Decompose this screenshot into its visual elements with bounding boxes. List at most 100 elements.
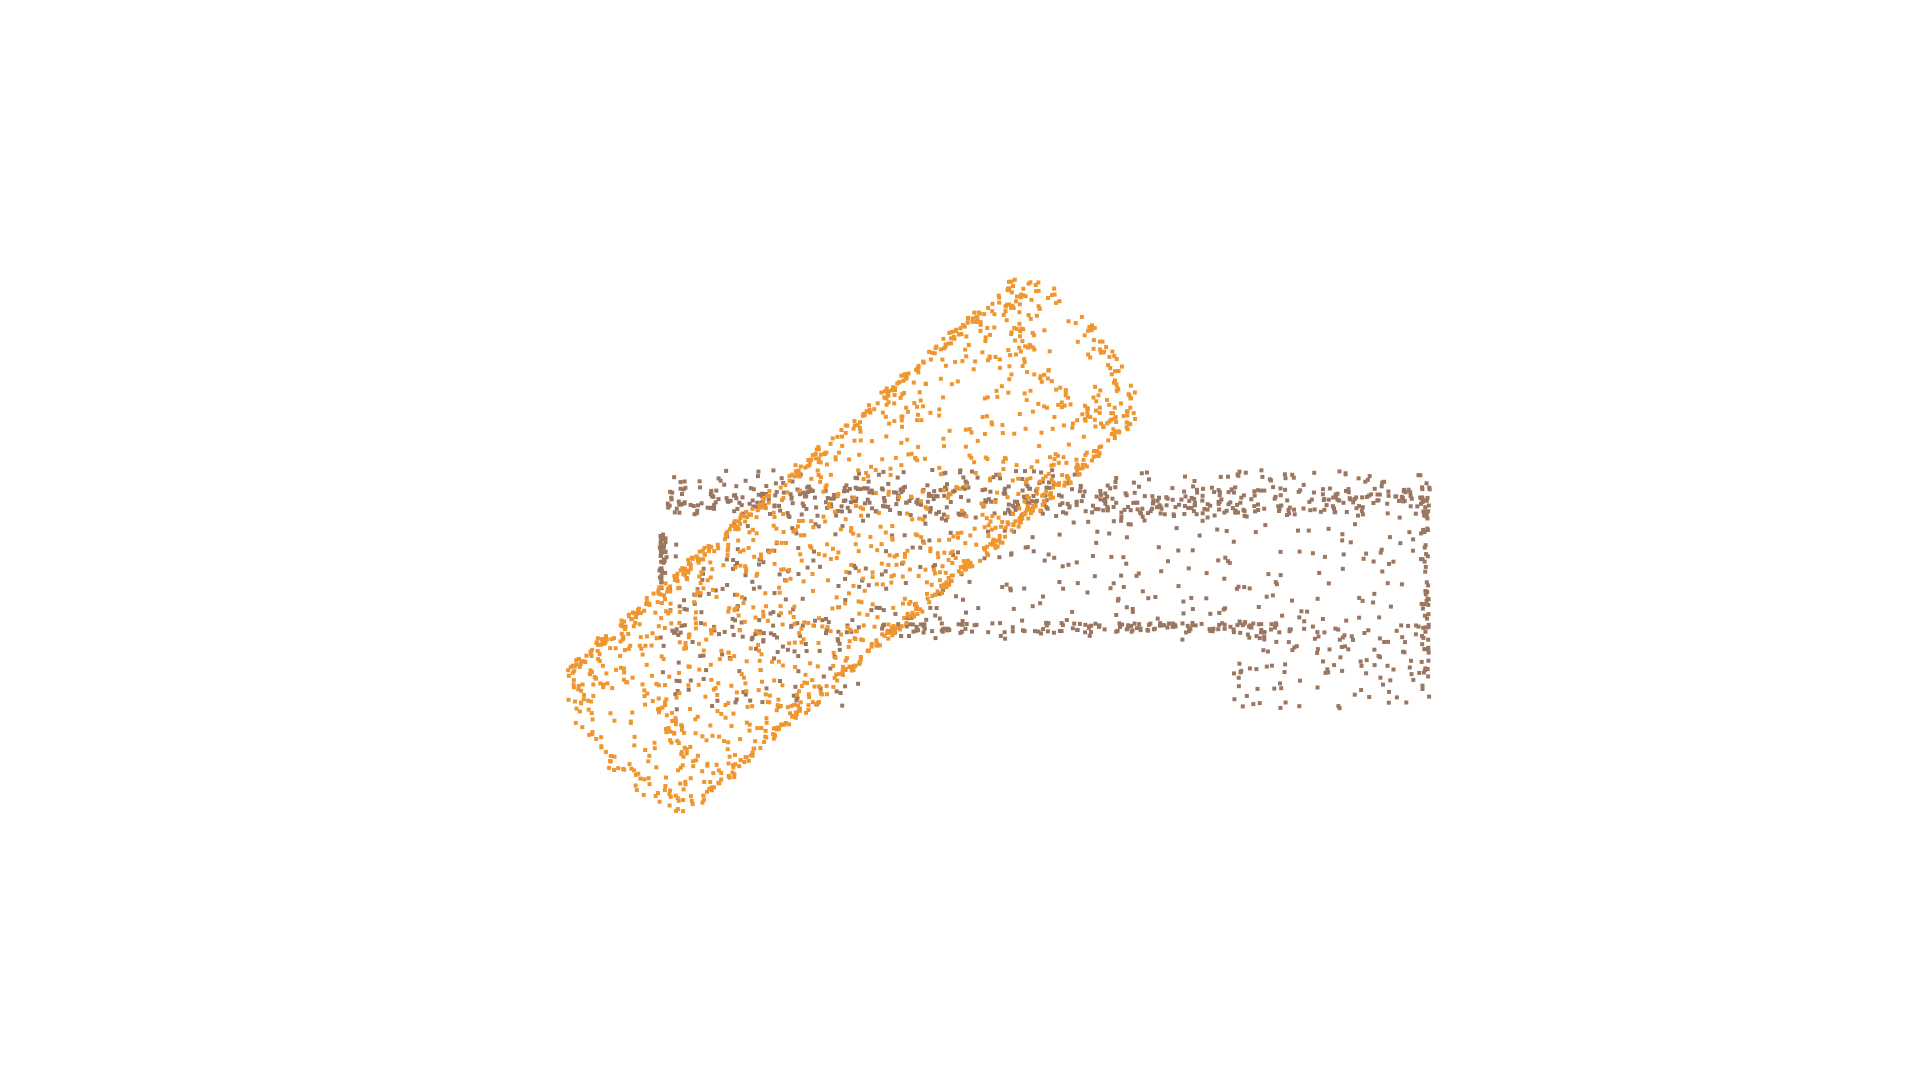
brown-point [745, 524, 750, 529]
brown-point [847, 570, 852, 575]
orange-point [714, 594, 719, 599]
brown-point [1007, 509, 1012, 514]
orange-point [1105, 421, 1110, 426]
orange-point [853, 663, 858, 668]
orange-point [887, 553, 892, 558]
orange-point [624, 680, 629, 685]
orange-point [806, 703, 811, 708]
orange-point [1061, 423, 1066, 428]
orange-point [711, 785, 716, 790]
brown-point [903, 484, 907, 489]
orange-point [579, 688, 584, 693]
brown-point [1287, 505, 1292, 510]
brown-point [1312, 470, 1317, 475]
brown-point [1152, 626, 1157, 631]
brown-point [1232, 490, 1236, 495]
brown-point [1342, 633, 1347, 638]
orange-point [678, 765, 683, 770]
orange-point [825, 625, 830, 630]
orange-point [668, 584, 673, 589]
orange-point [763, 728, 768, 733]
brown-point [976, 606, 981, 611]
brown-point [966, 485, 971, 490]
orange-point [638, 611, 643, 615]
orange-point [963, 483, 968, 488]
orange-point [577, 664, 582, 669]
orange-point [918, 607, 923, 612]
orange-point [1129, 396, 1133, 401]
orange-point [711, 687, 716, 692]
brown-point [777, 572, 782, 577]
brown-point [1132, 621, 1137, 626]
brown-point [821, 674, 826, 679]
brown-point [853, 499, 858, 504]
orange-point [582, 692, 586, 697]
orange-point [610, 686, 615, 691]
orange-point [736, 519, 741, 524]
brown-point [1155, 616, 1160, 621]
brown-point [692, 512, 697, 517]
orange-point [1111, 411, 1115, 416]
orange-point [757, 502, 762, 507]
brown-point [925, 483, 930, 488]
brown-point [1298, 488, 1303, 493]
orange-point [916, 363, 921, 368]
orange-point [1017, 302, 1022, 307]
orange-point [1132, 390, 1137, 395]
orange-point [1093, 384, 1097, 389]
brown-point [724, 468, 729, 473]
brown-point [1327, 486, 1332, 491]
orange-point [852, 419, 857, 424]
orange-point [760, 679, 764, 684]
brown-point [1020, 488, 1025, 493]
brown-point [677, 502, 682, 507]
brown-point [1140, 514, 1145, 519]
orange-point [578, 661, 583, 666]
brown-point [1394, 695, 1399, 700]
brown-point [1070, 487, 1074, 492]
brown-point [1199, 621, 1204, 626]
orange-point [1073, 321, 1078, 326]
orange-point [655, 636, 660, 641]
brown-point [1110, 496, 1115, 501]
orange-point [965, 563, 970, 568]
orange-point [858, 505, 863, 510]
brown-point [1232, 697, 1237, 702]
orange-point [1014, 326, 1019, 331]
brown-point [743, 692, 748, 697]
brown-point [1237, 661, 1242, 666]
brown-point [1427, 487, 1432, 492]
brown-point [1223, 606, 1227, 611]
orange-point [681, 798, 686, 802]
brown-point [1400, 496, 1405, 500]
brown-point [924, 617, 929, 622]
brown-point [802, 494, 807, 499]
orange-point [1081, 457, 1086, 462]
orange-point [969, 455, 974, 460]
orange-point [918, 499, 923, 504]
brown-point [1044, 620, 1049, 625]
brown-point [1306, 528, 1311, 533]
orange-point [799, 640, 804, 645]
orange-point [947, 582, 952, 587]
orange-point [675, 579, 680, 584]
orange-point [708, 780, 713, 784]
brown-point [1200, 511, 1205, 516]
brown-point [1251, 621, 1256, 626]
brown-point [735, 506, 740, 511]
orange-point [659, 616, 664, 621]
brown-point [1144, 470, 1149, 475]
brown-point [1173, 624, 1178, 629]
orange-point [576, 683, 581, 688]
orange-point [594, 640, 599, 645]
orange-point [933, 346, 938, 351]
orange-point [801, 637, 806, 642]
orange-point [797, 489, 802, 494]
brown-point [1085, 590, 1090, 595]
brown-point [873, 509, 878, 514]
orange-point [738, 563, 743, 568]
brown-point [937, 510, 941, 514]
brown-point [1297, 704, 1302, 709]
brown-point [1102, 498, 1107, 503]
brown-point [1193, 623, 1198, 628]
